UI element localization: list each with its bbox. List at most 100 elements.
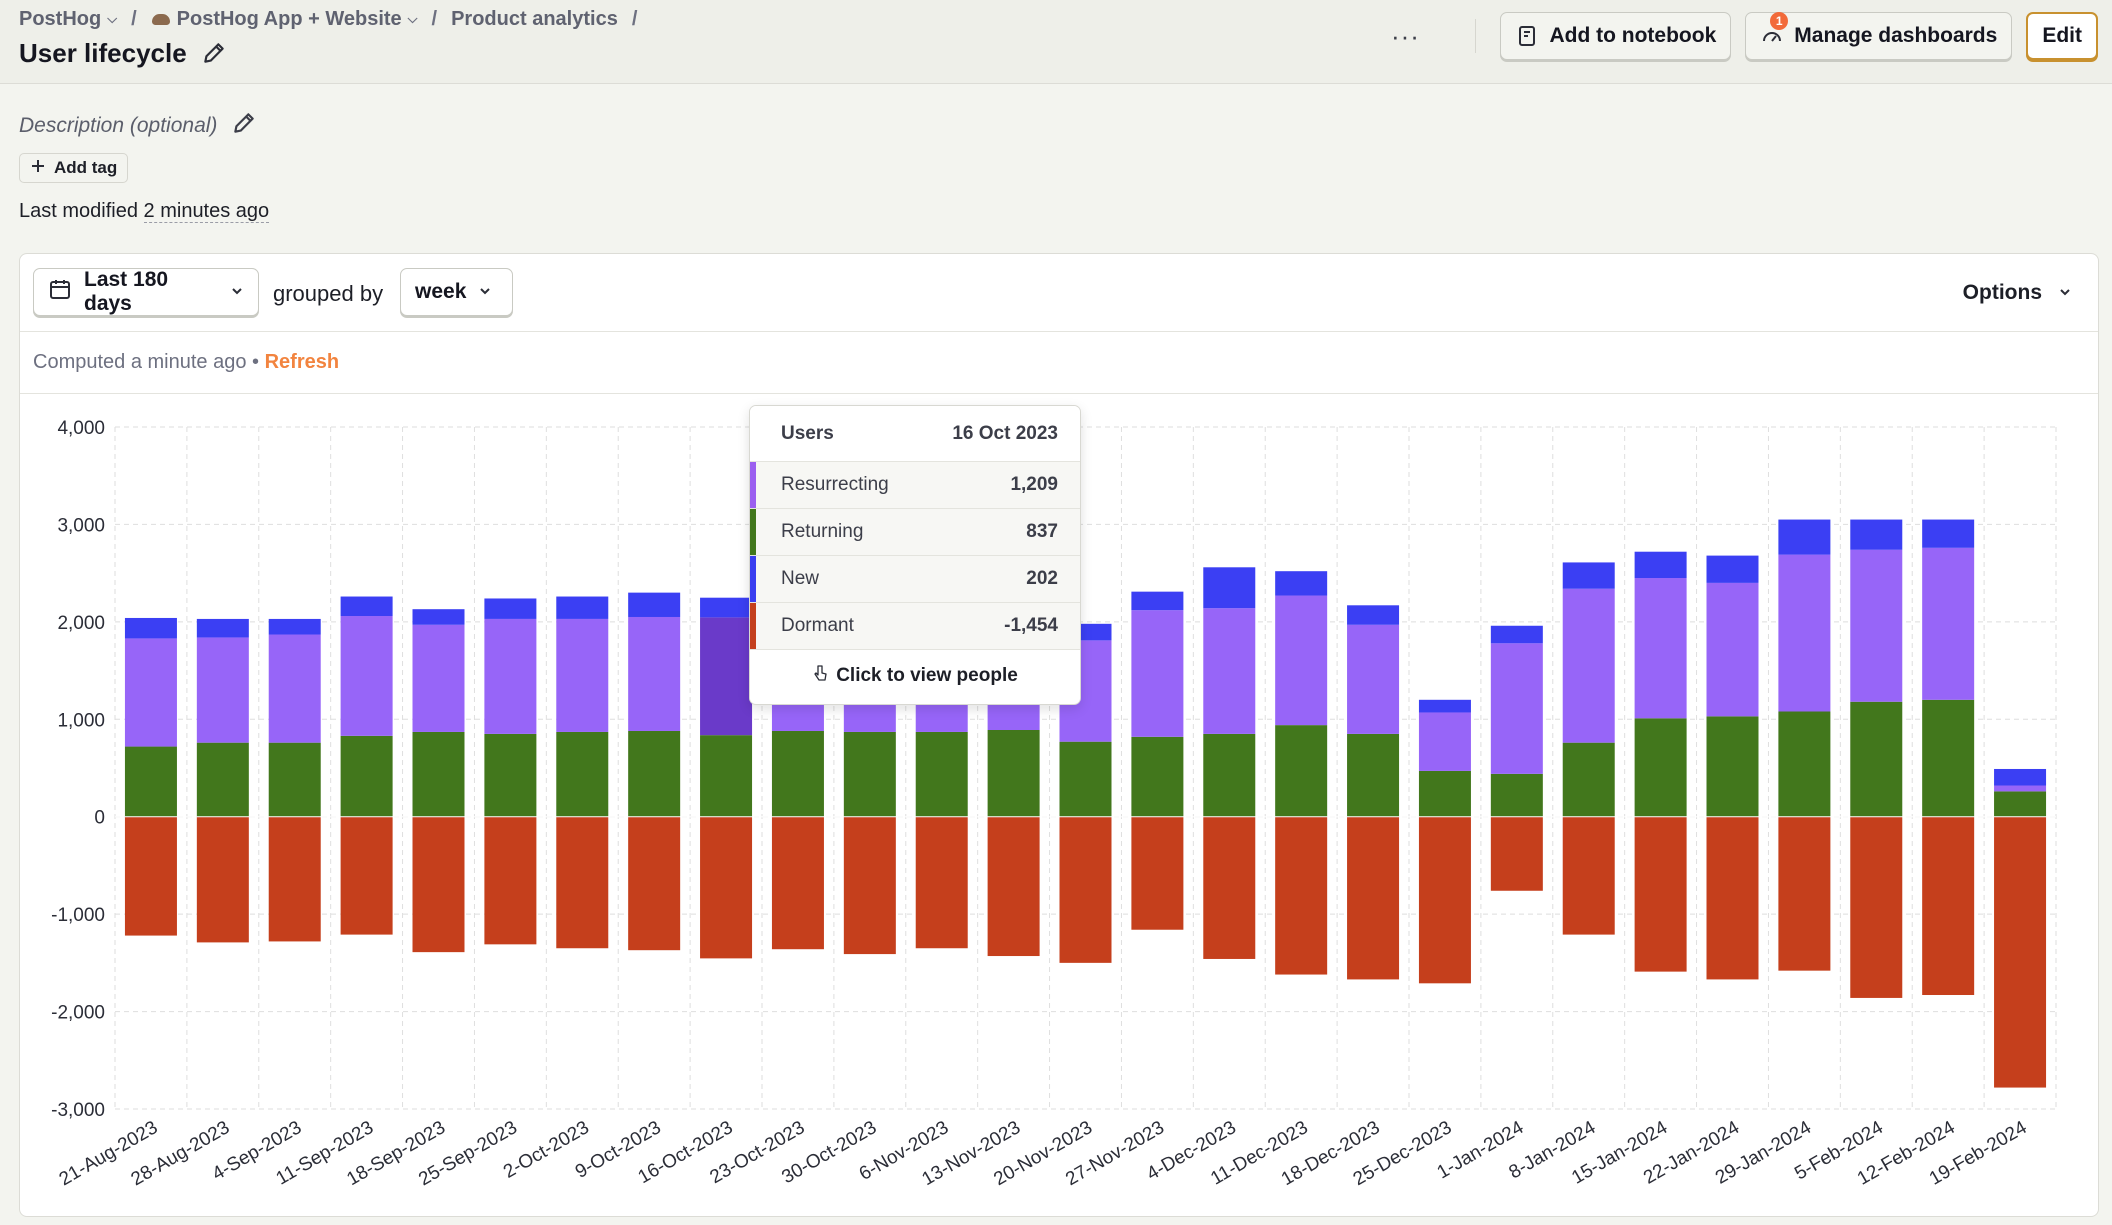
add-tag-label: Add tag [54,158,118,177]
bar-dormant [771,816,824,950]
bar-resurrecting [1418,712,1471,771]
bar-dormant [1490,816,1543,891]
bar-dormant [1994,816,2047,1088]
bar-resurrecting [1347,624,1400,734]
bar-resurrecting [556,618,609,732]
bar-new [700,597,753,618]
bar-resurrecting [1994,785,2047,792]
bar-dormant [1275,816,1328,975]
bar-returning [1850,701,1903,817]
options-dropdown[interactable]: Options [1963,281,2072,305]
y-tick-label: 1,000 [57,710,105,731]
bar-dormant [484,816,537,945]
bar-dormant [268,816,321,942]
edit-button[interactable]: Edit [2026,12,2098,60]
bar-returning [1562,742,1615,817]
bar-returning [556,731,609,817]
bar-dormant [1634,816,1687,972]
click-to-view-people[interactable]: Click to view people [750,650,1080,702]
breadcrumb-separator: / [131,7,137,30]
bar-returning [268,742,321,817]
top-bar: PostHog ⌵ / PostHog App + Website ⌵ / Pr… [0,0,2112,84]
breadcrumb-product-analytics[interactable]: Product analytics [451,8,618,31]
bar-returning [1059,741,1112,817]
manage-dashboards-button[interactable]: 1 Manage dashboards [1745,12,2013,60]
bar-dormant [1131,816,1184,930]
computed-status: Computed a minute ago • Refresh [33,351,339,374]
insight-controls: Last 180 days grouped by week Options [20,254,2098,332]
bar-returning [1706,716,1759,817]
bar-dormant [1418,816,1471,984]
tooltip-header-label: Users [781,422,834,444]
bar-new [1634,551,1687,579]
breadcrumb-posthog[interactable]: PostHog ⌵ [19,8,117,31]
y-tick-label: -1,000 [51,905,105,926]
divider [1475,19,1477,53]
chevron-down-icon: ⌵ [407,11,418,26]
bar-returning [1131,736,1184,817]
bar-new [628,592,681,617]
bar-returning [1922,699,1975,817]
bar-resurrecting [1275,595,1328,726]
bar-resurrecting [1850,549,1903,702]
top-actions: ··· Add to notebook 1 Manage dashboards … [1381,12,2098,60]
bar-returning [1275,725,1328,817]
last-modified-prefix: Last modified [19,200,138,222]
bar-new [1490,625,1543,644]
page-title: User lifecycle [19,37,187,68]
page-title-row: User lifecycle [19,36,227,70]
bar-new [1203,567,1256,609]
tooltip-row-resurrecting: Resurrecting 1,209 [750,462,1080,509]
tooltip-row-dormant: Dormant -1,454 [750,603,1080,650]
bar-resurrecting [124,638,177,747]
chevron-down-icon [2058,281,2072,305]
bar-returning [1418,770,1471,817]
breadcrumb-label: PostHog App + Website [176,7,402,30]
tooltip-row-value: 1,209 [1010,474,1058,495]
bar-resurrecting [484,618,537,734]
tooltip-header-date: 16 Oct 2023 [952,422,1058,444]
breadcrumb-label: Product analytics [451,7,618,30]
edit-description-pencil-icon[interactable] [231,110,257,142]
bar-returning [915,731,968,817]
refresh-link[interactable]: Refresh [264,351,340,373]
y-tick-label: -3,000 [51,1100,105,1121]
chevron-down-icon [478,280,492,304]
interval-select[interactable]: week [400,268,513,316]
date-range-select[interactable]: Last 180 days [33,268,259,316]
edit-title-pencil-icon[interactable] [201,40,227,66]
notebook-icon [1515,24,1539,48]
tooltip-row-label: Dormant [781,615,854,636]
bar-new [1778,519,1831,555]
series-swatch [750,509,756,555]
add-tag-button[interactable]: Add tag [19,153,129,183]
bar-new [484,598,537,619]
bar-dormant [196,816,249,943]
bar-resurrecting [1203,608,1256,734]
add-to-notebook-button[interactable]: Add to notebook [1500,12,1732,60]
bar-returning [1490,773,1543,817]
bar-new [1131,591,1184,611]
bar-new [1562,562,1615,589]
options-label: Options [1962,281,2042,304]
bar-resurrecting [196,637,249,743]
description-field[interactable]: Description (optional) [19,110,257,142]
bar-returning [1634,718,1687,817]
bar-dormant [124,816,177,936]
bar-returning [771,730,824,817]
grouped-by-label: grouped by [273,281,384,306]
more-options-icon[interactable]: ··· [1390,20,1420,51]
bar-returning [843,731,896,817]
breadcrumb-project[interactable]: PostHog App + Website ⌵ [151,8,418,31]
bar-returning [124,746,177,817]
bar-dormant [1059,816,1112,963]
bar-resurrecting [1706,582,1759,717]
bar-resurrecting [628,616,681,731]
bar-returning [1347,733,1400,817]
series-swatch [750,462,756,508]
bar-dormant [1922,816,1975,996]
bar-new [556,596,609,619]
bar-new [1922,519,1975,548]
bar-returning [1203,733,1256,817]
bar-returning [1994,791,2047,817]
